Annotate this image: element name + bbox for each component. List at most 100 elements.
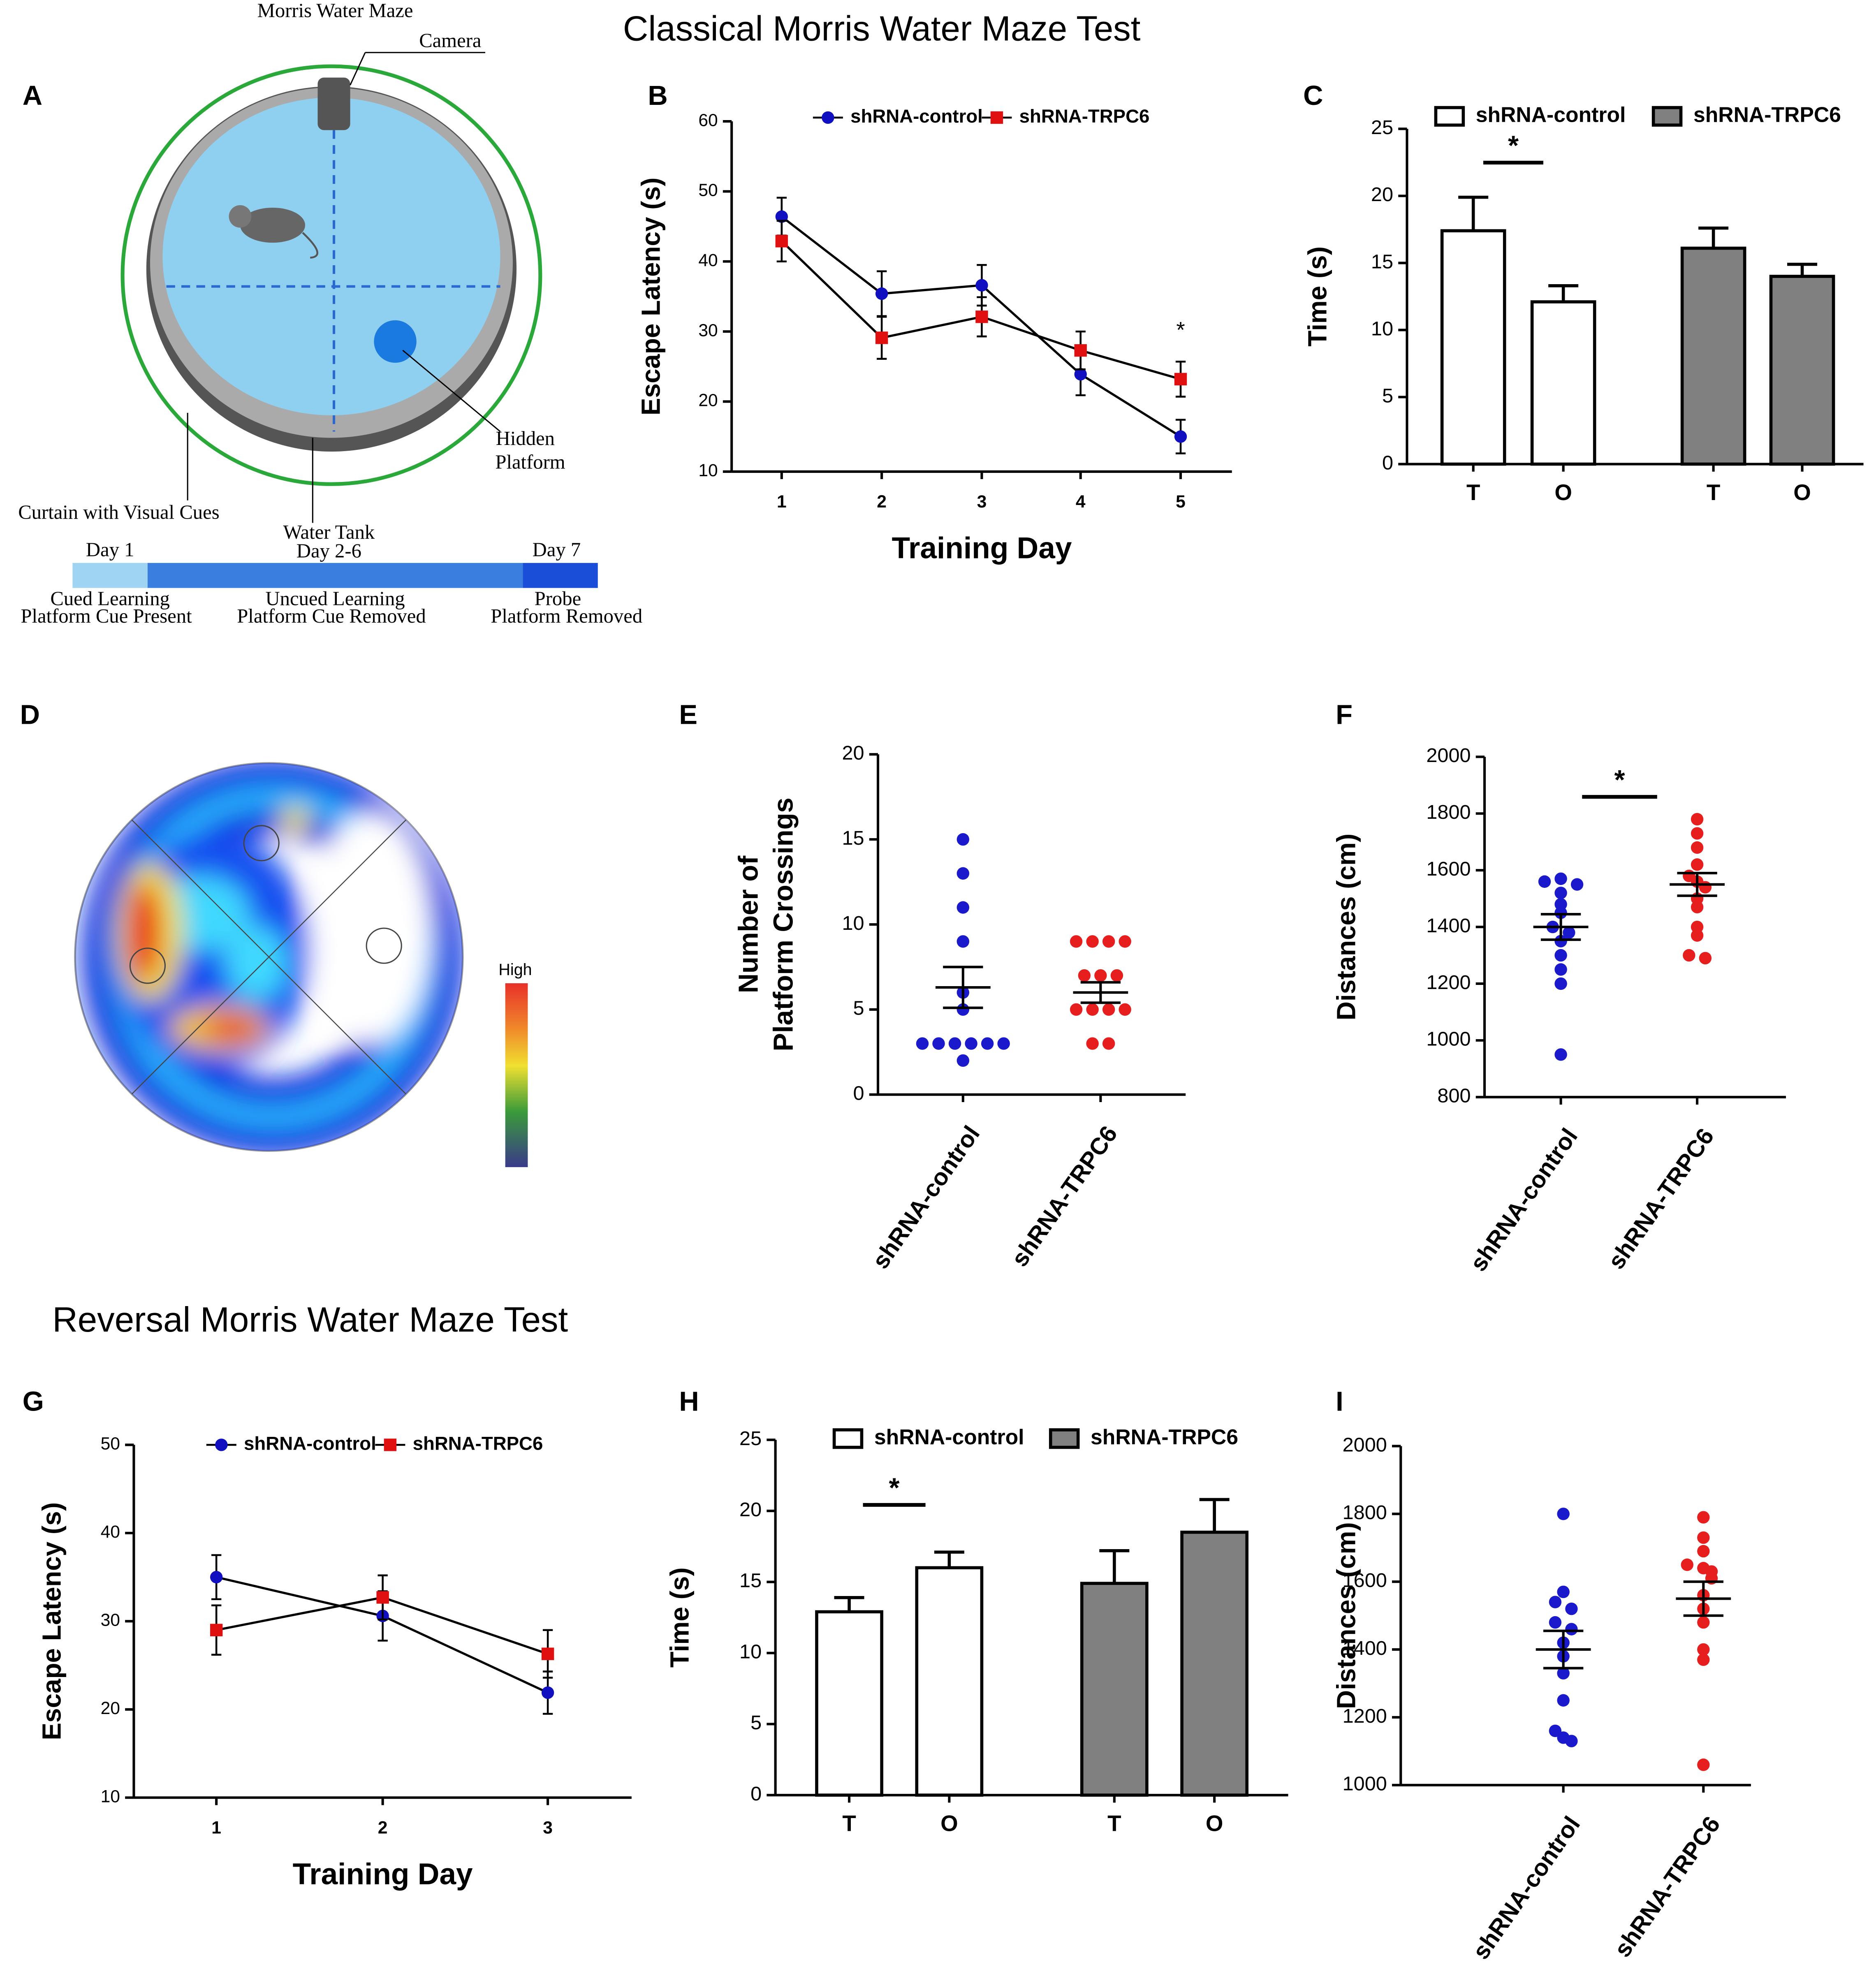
leader-line: [350, 52, 366, 86]
x-tick-label: 2: [877, 492, 887, 512]
heat-blob: [280, 807, 310, 832]
y-tick-label: 15: [1371, 250, 1393, 273]
legend-label: shRNA-TRPC6: [1019, 106, 1150, 127]
point: [1086, 1003, 1099, 1016]
bar: [1080, 1582, 1149, 1797]
point: [957, 867, 970, 880]
marker: [215, 1439, 228, 1451]
marker: [975, 279, 988, 292]
marker: [875, 287, 888, 300]
point: [1699, 952, 1712, 965]
y-tick-label: 10: [1371, 317, 1393, 340]
heatmap: D High: [20, 700, 532, 1168]
y-tick-label: 20: [842, 742, 864, 764]
timeline-phase: Probe: [535, 587, 581, 609]
point: [1691, 827, 1704, 840]
point: [1691, 901, 1704, 914]
panel-letter: C: [1303, 80, 1323, 111]
diagram-label: Platform: [495, 451, 565, 473]
point: [1570, 878, 1584, 891]
point: [1554, 949, 1567, 962]
x-tick-label: T: [1107, 1811, 1121, 1836]
point: [1565, 1735, 1578, 1747]
y-tick-label: 20: [1371, 183, 1393, 206]
marker: [384, 1439, 397, 1451]
panel-letter: F: [1336, 700, 1353, 730]
point: [1557, 1508, 1570, 1520]
point: [1697, 1531, 1710, 1544]
x-tick-label: O: [1554, 480, 1572, 505]
legend-label: shRNA-TRPC6: [1693, 103, 1841, 127]
legend-label: shRNA-control: [850, 106, 983, 127]
marker: [376, 1591, 389, 1604]
point: [957, 833, 970, 846]
y-tick-label: 1000: [1343, 1773, 1387, 1795]
x-axis-label: Training Day: [892, 532, 1072, 565]
y-tick-label: 10: [698, 461, 718, 480]
heat-layer: [81, 763, 463, 1151]
y-tick-label: 40: [101, 1522, 120, 1542]
panel-letter: I: [1336, 1386, 1343, 1417]
point: [1691, 841, 1704, 854]
point: [1538, 875, 1551, 888]
timeline-condition: Platform Cue Present: [21, 605, 192, 627]
y-tick-label: 0: [1382, 452, 1393, 474]
legend-swatch: [832, 1428, 864, 1449]
sem-bar: [1540, 913, 1581, 941]
timeline-segment: [523, 563, 598, 588]
timeline-day: Day 2-6: [296, 540, 361, 562]
legend-swatch: [1434, 106, 1465, 127]
y-tick-label: 10: [842, 912, 864, 934]
point: [948, 1037, 961, 1050]
point: [1070, 935, 1083, 948]
y-axis-label: Escape Latency (s): [37, 1502, 67, 1740]
point: [1563, 926, 1575, 939]
legend-label: shRNA-TRPC6: [1091, 1425, 1238, 1449]
y-tick-label: 0: [853, 1082, 864, 1105]
annotation: *: [1176, 317, 1185, 343]
diagram-label: Water Tank: [283, 521, 375, 543]
y-axis-label: Distances (cm): [1331, 834, 1361, 1020]
zone-circle: [366, 927, 402, 964]
timeline-condition: Platform Removed: [491, 605, 642, 627]
diagram-label: Hidden: [496, 427, 555, 449]
diagram-label: Curtain with Visual Cues: [18, 501, 219, 523]
y-tick-label: 50: [101, 1434, 120, 1454]
point: [1086, 1037, 1099, 1050]
panel-letter: E: [679, 700, 697, 730]
marker: [1074, 344, 1087, 357]
panel-letter: D: [20, 700, 40, 730]
error-bar: [1548, 284, 1579, 302]
water: [162, 97, 500, 415]
point: [1697, 1643, 1710, 1656]
x-tick-label: shRNA-control: [867, 1121, 985, 1274]
marker: [541, 1686, 554, 1699]
point: [965, 1037, 977, 1050]
figure-title: Classical Morris Water Maze Test: [623, 9, 1141, 49]
point: [916, 1037, 929, 1050]
point: [1691, 813, 1704, 826]
point: [957, 1003, 970, 1016]
point: [1691, 929, 1704, 942]
point: [1554, 963, 1567, 976]
heat-blob: [204, 1017, 259, 1040]
point: [1554, 906, 1567, 919]
x-tick-label: O: [1206, 1811, 1223, 1836]
marker: [541, 1647, 554, 1660]
point: [1697, 1758, 1710, 1771]
legend-swatch: [1049, 1428, 1080, 1449]
sem-bar: [1677, 872, 1717, 897]
x-tick-label: 3: [543, 1818, 553, 1838]
x-tick-label: O: [1793, 480, 1811, 505]
heat-hole: [310, 813, 431, 1043]
timeline-segment: [147, 563, 523, 588]
zone-circle: [129, 947, 166, 984]
bar: [1530, 300, 1596, 466]
y-tick-label: 20: [101, 1698, 120, 1718]
timeline-day: Day 1: [86, 539, 134, 561]
panel-letter: G: [23, 1386, 44, 1417]
point: [1549, 1616, 1562, 1629]
marker: [975, 310, 988, 323]
y-tick-label: 20: [698, 391, 718, 410]
